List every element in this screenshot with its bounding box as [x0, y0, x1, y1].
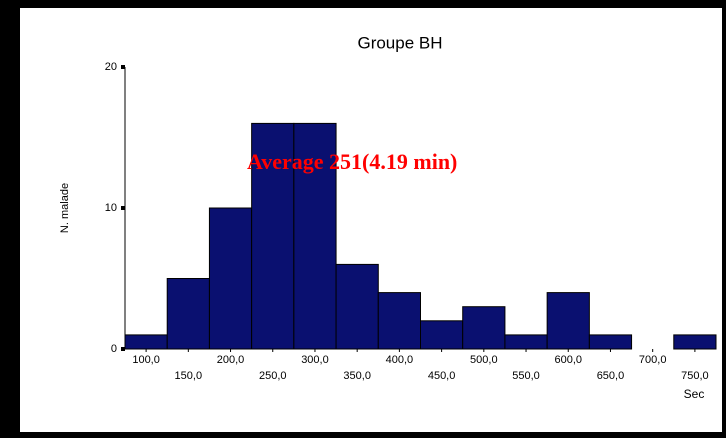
bar [335, 263, 379, 350]
x-tick-label: 400,0 [386, 354, 414, 366]
bar [208, 207, 253, 350]
x-tick-label: 200,0 [217, 354, 245, 366]
bar [124, 334, 168, 350]
bar [251, 122, 295, 350]
x-tick-label: 500,0 [470, 354, 498, 366]
x-axis-label: Sec [684, 387, 705, 401]
x-tick-label: 450,0 [428, 370, 456, 382]
bar [293, 122, 337, 350]
y-tick-label: 0 [111, 343, 117, 355]
chart-title: Groupe BH [357, 33, 442, 52]
x-tick-label: 700,0 [639, 354, 667, 366]
bar [420, 320, 464, 350]
y-tick [121, 206, 125, 210]
x-tick-label: 600,0 [554, 354, 582, 366]
x-tick-label: 550,0 [512, 370, 540, 382]
chart-background [20, 8, 722, 432]
annotation: Average 251(4.19 min) [247, 149, 457, 174]
x-tick-label: 150,0 [175, 370, 203, 382]
bar [546, 292, 590, 350]
x-tick-label: 250,0 [259, 370, 287, 382]
bar [588, 334, 633, 350]
y-tick-label: 20 [105, 61, 117, 73]
x-tick-label: 100,0 [132, 354, 160, 366]
bar [673, 334, 717, 350]
bar [377, 292, 421, 350]
x-tick-label: 750,0 [681, 370, 709, 382]
y-tick [121, 65, 125, 69]
y-tick [121, 347, 125, 351]
x-tick-label: 300,0 [301, 354, 329, 366]
bar [462, 306, 506, 350]
x-tick-label: 350,0 [343, 370, 371, 382]
bar [504, 334, 548, 350]
bar [166, 278, 210, 350]
x-tick-label: 650,0 [597, 370, 625, 382]
y-tick-label: 10 [105, 202, 117, 214]
y-axis-label: N. malade [59, 183, 71, 233]
